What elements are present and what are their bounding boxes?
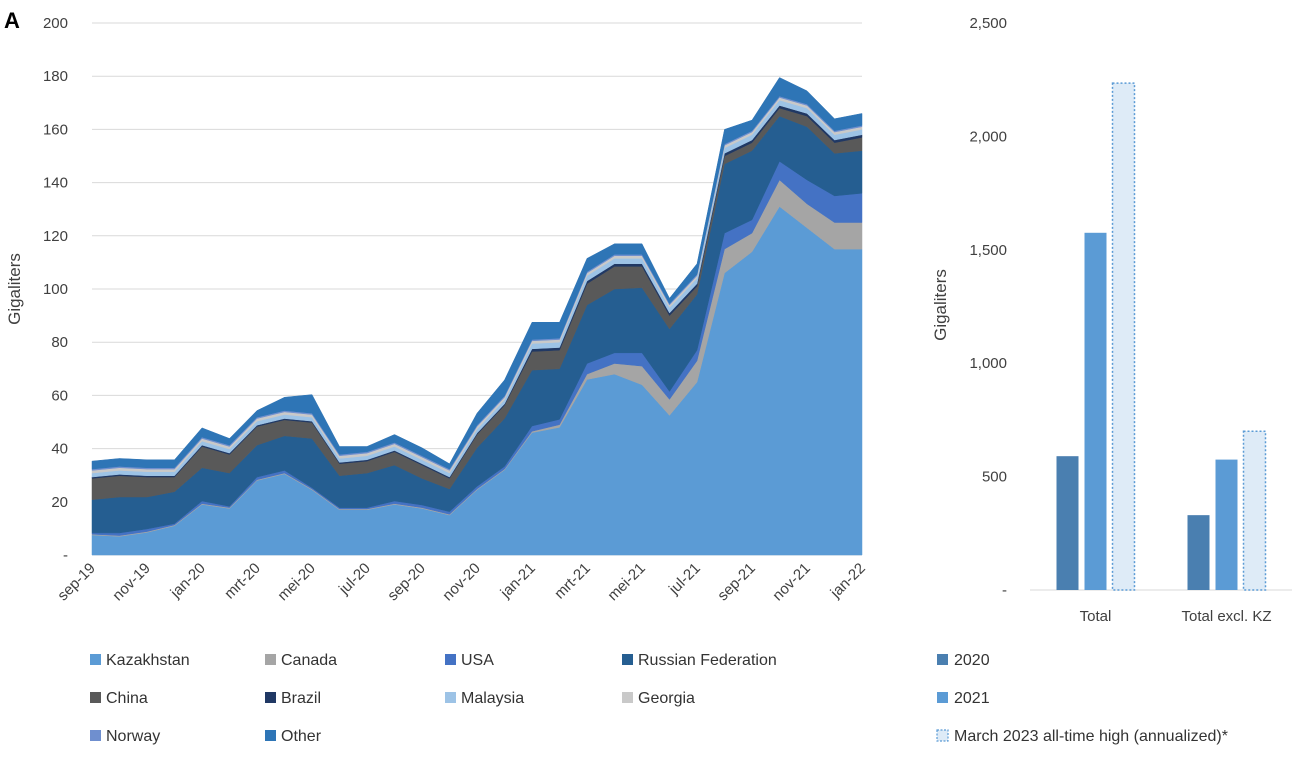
- legend-swatch: [265, 654, 276, 665]
- legend: Kazakhstan Canada USA Russian Federation Chi…: [90, 652, 1228, 745]
- bar-y-tick-label: 2,000: [969, 128, 1007, 145]
- legend-item-canada: Canada: [265, 652, 337, 669]
- area-x-tick-label: mrt-20: [221, 560, 264, 603]
- area-y-tick-label: 60: [51, 387, 68, 404]
- legend-label: Norway: [106, 728, 160, 745]
- legend-item-march-2023-all-time-high-annualized: March 2023 all-time high (annualized)*: [936, 728, 1228, 745]
- area-x-tick-label: nov-21: [769, 560, 813, 604]
- area-x-tick-label: jul-21: [665, 560, 704, 599]
- area-x-tick-label: jan-21: [497, 560, 539, 602]
- bar-chart: - 500 1,000 1,500 2,000 2,500 Total Total excl…: [931, 15, 1292, 625]
- legend-swatch: [265, 730, 276, 741]
- area-y-tick-label: 20: [51, 494, 68, 511]
- legend-item-china: China: [90, 690, 148, 707]
- bar-category-label: Total excl. KZ: [1181, 608, 1271, 625]
- area-y-tick-label: 140: [43, 175, 68, 192]
- area-y-tick-label: 80: [51, 334, 68, 351]
- bar-category-labels: Total Total excl. KZ: [1080, 608, 1272, 625]
- bar-y-tick-label: 2,500: [969, 15, 1007, 32]
- legend-label: 2020: [954, 652, 990, 669]
- legend-swatch: [90, 730, 101, 741]
- legend-item-norway: Norway: [90, 728, 160, 745]
- bar-total-march-2023-all-time-high-annualized: [1111, 82, 1136, 591]
- legend-label: 2021: [954, 690, 990, 707]
- legend-item-kazakhstan: Kazakhstan: [90, 652, 190, 669]
- area-y-tick-label: 160: [43, 121, 68, 138]
- area-y-tick-label: 120: [43, 228, 68, 245]
- legend-label: USA: [461, 652, 494, 669]
- legend-label: Brazil: [281, 690, 321, 707]
- legend-item-brazil: Brazil: [265, 690, 321, 707]
- area-x-tick-label: mei-20: [274, 560, 318, 604]
- legend-swatch: [622, 654, 633, 665]
- bar-total-2021: [1084, 232, 1107, 591]
- bar-total-2020: [1056, 456, 1079, 590]
- area-x-tick-label: mei-21: [604, 560, 648, 604]
- legend-swatch: [937, 654, 948, 665]
- legend-label: Other: [281, 728, 322, 745]
- area-y-tick-label: -: [63, 547, 68, 564]
- bar-total-excl-kz-2021: [1215, 459, 1238, 590]
- legend-swatch: [265, 692, 276, 703]
- bar-series-bars: [1056, 82, 1267, 591]
- legend-label: Kazakhstan: [106, 652, 190, 669]
- bar-y-tick-label: -: [1002, 582, 1007, 599]
- area-chart: - 20 40 60 80 100 120 140 160 180 200 sep-19 nov-19…: [5, 15, 869, 604]
- legend-swatch: [937, 692, 948, 703]
- area-x-tick-label: sep-21: [714, 560, 758, 604]
- legend-label: March 2023 all-time high (annualized)*: [954, 728, 1228, 745]
- legend-label: Georgia: [638, 690, 695, 707]
- area-x-tick-label: sep-19: [54, 560, 98, 604]
- legend-item-2021: 2021: [937, 690, 990, 707]
- legend-item-2020: 2020: [937, 652, 990, 669]
- legend-swatch: [936, 729, 949, 742]
- legend-swatch: [445, 692, 456, 703]
- area-y-tick-labels: - 20 40 60 80 100 120 140 160 180 200: [43, 15, 68, 564]
- area-y-tick-label: 200: [43, 15, 68, 32]
- legend-item-other: Other: [265, 728, 322, 745]
- bar-category-label: Total: [1080, 608, 1112, 625]
- area-y-axis-title: Gigaliters: [5, 253, 24, 325]
- area-x-tick-label: jan-20: [167, 560, 209, 602]
- area-x-tick-label: jan-22: [827, 560, 869, 602]
- legend-swatch: [90, 654, 101, 665]
- legend-swatch: [445, 654, 456, 665]
- area-x-tick-label: sep-20: [384, 560, 428, 604]
- area-x-tick-label: nov-19: [109, 560, 153, 604]
- bar-y-tick-label: 1,500: [969, 242, 1007, 259]
- legend-label: Russian Federation: [638, 652, 777, 669]
- area-x-tick-labels: sep-19 nov-19 jan-20 mrt-20 mei-20 jul-20 sep-…: [54, 560, 868, 604]
- bar-total-excl-kz-march-2023-all-time-high-annualized: [1242, 430, 1267, 591]
- legend-item-russian-federation: Russian Federation: [622, 652, 777, 669]
- legend-label: China: [106, 690, 148, 707]
- bar-y-axis-title: Gigaliters: [931, 269, 950, 341]
- legend-label: Malaysia: [461, 690, 524, 707]
- area-x-tick-label: nov-20: [439, 560, 483, 604]
- legend-item-malaysia: Malaysia: [445, 690, 524, 707]
- panel-label: A: [4, 8, 20, 33]
- bar-total-excl-kz-2020: [1187, 515, 1210, 590]
- legend-item-usa: USA: [445, 652, 494, 669]
- area-x-tick-label: jul-20: [335, 560, 374, 599]
- bar-y-tick-label: 1,000: [969, 355, 1007, 372]
- legend-swatch: [90, 692, 101, 703]
- legend-swatch: [622, 692, 633, 703]
- bar-y-tick-labels: - 500 1,000 1,500 2,000 2,500: [969, 15, 1007, 599]
- area-x-tick-label: mrt-21: [551, 560, 594, 603]
- area-y-tick-label: 100: [43, 281, 68, 298]
- bar-y-tick-label: 500: [982, 469, 1007, 486]
- area-y-tick-label: 40: [51, 441, 68, 458]
- area-series-layers: [91, 77, 863, 556]
- legend-item-georgia: Georgia: [622, 690, 695, 707]
- area-series-other: [91, 77, 863, 470]
- legend-label: Canada: [281, 652, 337, 669]
- area-y-tick-label: 180: [43, 68, 68, 85]
